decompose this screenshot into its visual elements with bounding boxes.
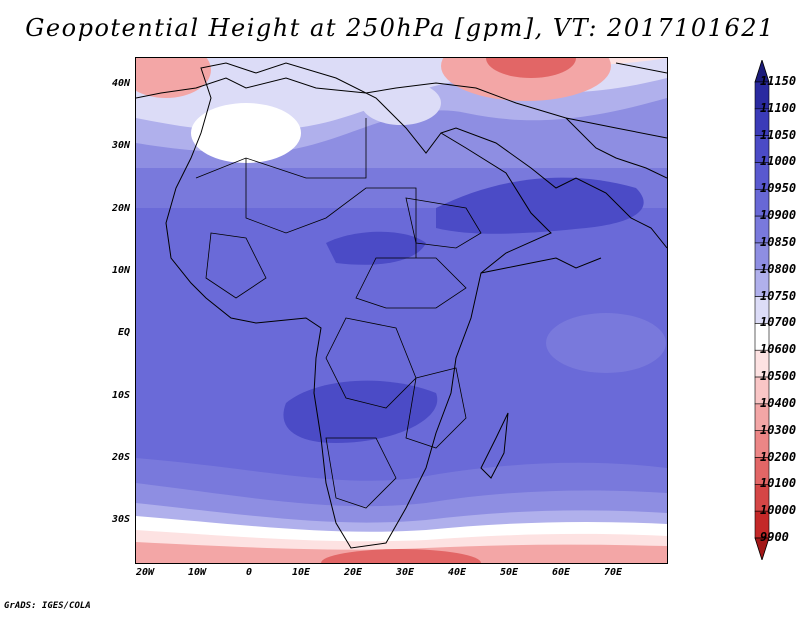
field-white-patch-sahara (191, 103, 301, 163)
field-low-south (321, 549, 481, 563)
country-borders (195, 118, 482, 509)
colorbar-level-label: 9900 (760, 530, 789, 544)
lon-label-10e: 10E (291, 567, 311, 578)
lat-label-40n: 40N (111, 78, 130, 89)
border-west-africa (205, 232, 267, 299)
colorbar-level-label: 10500 (760, 369, 797, 384)
lon-label-40e: 40E (447, 567, 467, 578)
border-central-africa (355, 257, 467, 309)
colorbar-level-label: 10100 (760, 476, 797, 491)
colorbar-level-label: 10900 (760, 208, 797, 223)
colorbar-level-label: 11050 (760, 127, 797, 142)
border-sahel-west (245, 158, 417, 258)
geopotential-height-map (135, 57, 668, 564)
map-field (136, 58, 667, 563)
border-sudan (405, 197, 482, 249)
colorbar-level-label: 10000 (760, 503, 797, 518)
colorbar-level-label: 10300 (760, 422, 797, 437)
lat-label-30n: 30N (111, 140, 130, 151)
lon-label-20w: 20W (135, 567, 155, 578)
map-title: Geopotential Height at 250hPa [gpm], VT:… (25, 14, 775, 42)
lat-label-10n: 10N (111, 265, 130, 276)
colorbar-level-label: 10600 (760, 342, 797, 357)
colorbar-level-label: 10200 (760, 449, 797, 464)
field-patch-indian-ocean (546, 313, 666, 373)
lat-label-30s: 30S (111, 514, 130, 525)
coastline-arabia-gulf (440, 127, 667, 249)
lat-label-eq: EQ (117, 327, 130, 338)
lon-label-30e: 30E (395, 567, 415, 578)
lat-label-20s: 20S (111, 452, 130, 463)
colorbar-level-label: 10750 (760, 288, 797, 303)
lon-label-70e: 70E (603, 567, 623, 578)
border-north-africa (195, 118, 367, 179)
coastlines (136, 62, 667, 549)
border-southern-africa (325, 437, 397, 509)
coastline-madagascar (480, 412, 509, 479)
grads-credit: GrADS: IGES/COLA (4, 601, 91, 611)
field-high-southern-africa (283, 380, 438, 443)
colorbar-level-label: 11150 (760, 74, 797, 88)
field-patch-mediterranean (361, 81, 441, 125)
colorbar-level-label: 10950 (760, 181, 797, 196)
colorbar-arrow-bottom (754, 537, 770, 560)
colorbar-level-label: 10700 (760, 315, 797, 330)
coastline-mediterranean-north (136, 77, 667, 139)
border-congo (325, 317, 417, 409)
coastline-asia (565, 62, 667, 179)
colorbar-level-label: 11000 (760, 154, 797, 169)
coastline-africa (165, 62, 552, 549)
coastline-gulf-of-aden (480, 257, 602, 274)
lon-label-50e: 50E (499, 567, 519, 578)
lon-label-20e: 20E (343, 567, 363, 578)
lat-label-10s: 10S (111, 390, 130, 401)
colorbar-level-label: 10850 (760, 234, 797, 249)
colorbar-level-label: 10400 (760, 395, 797, 410)
field-high-arabia (436, 177, 644, 234)
lat-label-20n: 20N (111, 203, 130, 214)
border-east-africa (405, 367, 467, 449)
colorbar-level-label: 10800 (760, 261, 797, 276)
lon-label-60e: 60E (551, 567, 571, 578)
colorbar (754, 60, 770, 560)
field-low-northwest (136, 58, 211, 98)
field-low-northeast-core (486, 58, 576, 78)
field-high-sahel (326, 231, 426, 265)
lon-label-10w: 10W (187, 567, 207, 578)
lon-label-0: 0 (245, 567, 253, 578)
colorbar-level-label: 11100 (760, 100, 797, 115)
